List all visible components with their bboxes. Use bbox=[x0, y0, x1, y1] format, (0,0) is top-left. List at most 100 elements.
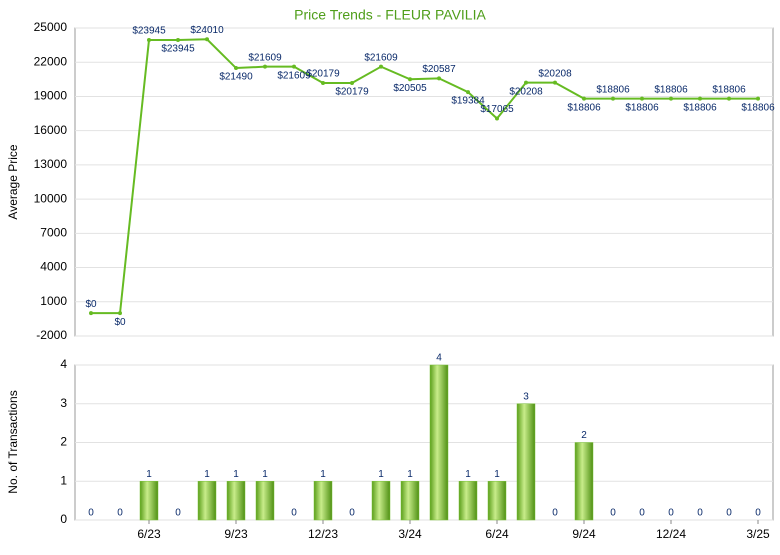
chart-title: Price Trends - FLEUR PAVILIA bbox=[294, 7, 486, 23]
bar bbox=[139, 481, 159, 521]
value-label: $21609 bbox=[277, 70, 311, 81]
y-tick-label: 4 bbox=[60, 357, 67, 371]
value-label: $21609 bbox=[364, 52, 398, 63]
point bbox=[495, 116, 499, 121]
y-tick-label: 1000 bbox=[40, 294, 67, 308]
value-label: 0 bbox=[610, 508, 616, 519]
y-tick-label: 10000 bbox=[34, 191, 68, 205]
point bbox=[147, 38, 151, 43]
value-label: 1 bbox=[465, 469, 471, 480]
bar bbox=[516, 403, 536, 521]
point bbox=[640, 96, 644, 101]
y-tick-label: 7000 bbox=[40, 226, 67, 240]
value-label: 0 bbox=[117, 508, 123, 519]
value-label: 0 bbox=[175, 508, 181, 519]
x-tick-label: 12/24 bbox=[656, 527, 686, 541]
y-tick-label: 22000 bbox=[34, 54, 68, 68]
y-tick-label: 19000 bbox=[34, 89, 68, 103]
bar bbox=[197, 481, 217, 521]
point bbox=[611, 96, 615, 101]
value-label: 0 bbox=[552, 508, 558, 519]
point bbox=[321, 80, 325, 85]
y-tick-label: 25000 bbox=[34, 20, 68, 34]
value-label: 1 bbox=[146, 469, 152, 480]
point bbox=[379, 64, 383, 69]
y-tick-label: 16000 bbox=[34, 123, 68, 137]
value-label: $0 bbox=[85, 299, 97, 310]
value-label: 1 bbox=[262, 469, 268, 480]
x-tick-label: 3/24 bbox=[398, 527, 422, 541]
point bbox=[205, 37, 209, 42]
value-label: 0 bbox=[291, 508, 297, 519]
value-label: $20505 bbox=[393, 83, 427, 94]
y-axis-label: No. of Transactions bbox=[6, 390, 20, 493]
x-tick-label: 9/24 bbox=[572, 527, 596, 541]
point bbox=[234, 66, 238, 71]
value-label: 3 bbox=[523, 391, 529, 402]
value-label: 0 bbox=[726, 508, 732, 519]
point bbox=[350, 80, 354, 85]
x-tick-label: 6/24 bbox=[485, 527, 509, 541]
point bbox=[756, 96, 760, 101]
x-tick-label: 9/23 bbox=[224, 527, 248, 541]
bar bbox=[313, 481, 333, 521]
bar bbox=[429, 364, 449, 521]
value-label: $20208 bbox=[509, 86, 543, 97]
value-label: 4 bbox=[436, 353, 442, 364]
value-label: $0 bbox=[114, 317, 126, 328]
y-tick-label: 2 bbox=[60, 435, 67, 449]
point bbox=[466, 90, 470, 95]
value-label: $19384 bbox=[451, 96, 485, 107]
y-tick-label: -2000 bbox=[36, 328, 67, 342]
value-label: $18806 bbox=[596, 84, 630, 95]
bar bbox=[226, 481, 246, 521]
price-line bbox=[91, 38, 758, 315]
point bbox=[89, 311, 93, 316]
value-label: $23945 bbox=[132, 26, 166, 37]
value-label: $20179 bbox=[335, 87, 369, 98]
value-label: 1 bbox=[378, 469, 384, 480]
value-label: 0 bbox=[697, 508, 703, 519]
value-label: $24010 bbox=[190, 25, 224, 36]
value-label: $20587 bbox=[422, 64, 456, 75]
x-tick-label: 6/23 bbox=[137, 527, 161, 541]
point bbox=[437, 76, 441, 81]
value-label: $18806 bbox=[712, 84, 746, 95]
value-label: 0 bbox=[349, 508, 355, 519]
value-label: $18806 bbox=[741, 102, 775, 113]
point bbox=[582, 96, 586, 101]
point bbox=[263, 64, 267, 69]
point bbox=[524, 80, 528, 85]
value-label: $17065 bbox=[480, 104, 514, 115]
x-tick-label: 3/25 bbox=[746, 527, 770, 541]
value-label: $21490 bbox=[219, 72, 253, 83]
point bbox=[553, 80, 557, 85]
bar bbox=[458, 481, 478, 521]
value-label: $18806 bbox=[683, 102, 717, 113]
y-tick-label: 13000 bbox=[34, 157, 68, 171]
value-label: $18806 bbox=[625, 102, 659, 113]
y-tick-label: 0 bbox=[60, 512, 67, 526]
y-axis-label: Average Price bbox=[6, 144, 20, 219]
value-label: $18806 bbox=[654, 84, 688, 95]
point bbox=[292, 64, 296, 69]
value-label: $23945 bbox=[161, 44, 195, 55]
value-label: 1 bbox=[320, 469, 326, 480]
point bbox=[118, 311, 122, 316]
bar bbox=[255, 481, 275, 521]
point bbox=[669, 96, 673, 101]
value-label: 1 bbox=[233, 469, 239, 480]
value-label: 1 bbox=[204, 469, 210, 480]
value-label: 0 bbox=[755, 508, 761, 519]
point bbox=[408, 77, 412, 82]
point bbox=[176, 38, 180, 43]
bar bbox=[487, 481, 507, 521]
value-label: $21609 bbox=[248, 52, 282, 63]
y-tick-label: 1 bbox=[60, 473, 67, 487]
value-label: 1 bbox=[494, 469, 500, 480]
bar bbox=[400, 481, 420, 521]
value-label: 1 bbox=[407, 469, 413, 480]
value-label: 0 bbox=[88, 508, 94, 519]
x-tick-label: 12/23 bbox=[308, 527, 338, 541]
